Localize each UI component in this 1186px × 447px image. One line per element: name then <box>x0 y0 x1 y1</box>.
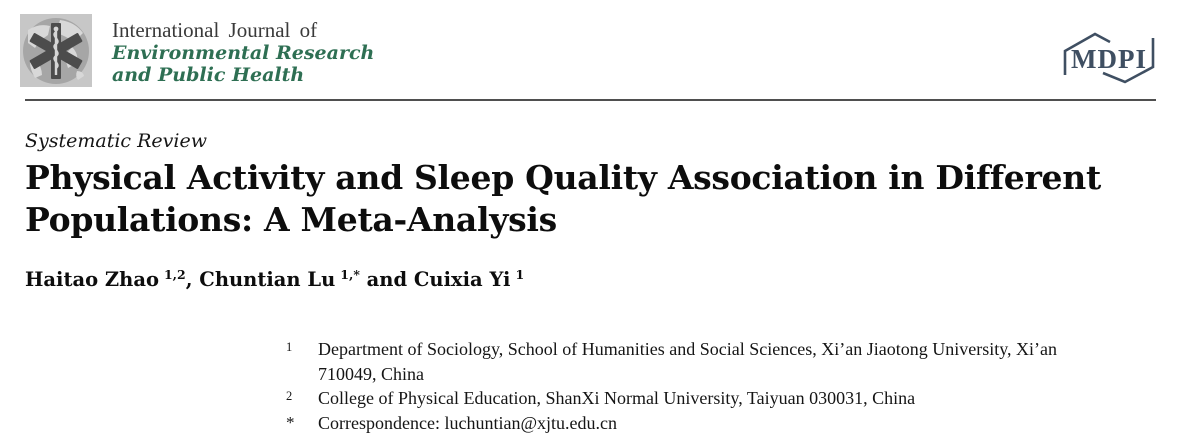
affiliation-marker: 2 <box>286 389 293 403</box>
journal-name-line-2: Environmental Research <box>112 41 375 64</box>
article-title-line-2: Populations: A Meta-Analysis <box>25 200 557 239</box>
article-type-label: Systematic Review <box>25 130 207 152</box>
author-name: , Chuntian Lu <box>185 268 336 291</box>
journal-name-line-3: and Public Health <box>112 64 305 86</box>
affiliation-text: Department of Sociology, School of Human… <box>318 339 1058 384</box>
affiliation-row: 1 Department of Sociology, School of Hum… <box>286 337 1118 386</box>
author-segment: Haitao Zhao 1,2 <box>25 268 186 291</box>
correspondence-row: * Correspondence: luchuntian@xjtu.edu.cn <box>286 411 1118 436</box>
author-segment: and Cuixia Yi 1 <box>359 266 525 291</box>
article-title: Physical Activity and Sleep Quality Asso… <box>25 157 1101 241</box>
mdpi-logo-icon: MDPI <box>1063 32 1155 84</box>
authors-line: Haitao Zhao 1,2, Chuntian Lu 1,* and Cuixi… <box>25 268 524 291</box>
journal-name-line-1: International Journal of <box>112 18 318 42</box>
author-affiliation-superscript: 1,2 <box>163 266 186 282</box>
article-title-line-1: Physical Activity and Sleep Quality Asso… <box>25 158 1101 197</box>
affiliation-text: College of Physical Education, ShanXi No… <box>318 388 916 408</box>
journal-name: International Journal of Environmental R… <box>112 19 374 87</box>
affiliation-row: 2 College of Physical Education, ShanXi … <box>286 386 1118 411</box>
author-name: and Cuixia Yi <box>359 268 511 291</box>
affiliations-block: 1 Department of Sociology, School of Hum… <box>286 337 1118 435</box>
correspondence-text: Correspondence: luchuntian@xjtu.edu.cn <box>318 412 617 433</box>
journal-logo-globe-star-of-life-icon <box>20 14 92 87</box>
mdpi-wordmark: MDPI <box>1071 44 1147 74</box>
correspondence-marker: * <box>286 412 295 432</box>
author-segment: , Chuntian Lu 1,* <box>186 268 360 291</box>
author-affiliation-superscript: 1,* <box>340 266 360 282</box>
author-affiliation-superscript: 1 <box>515 266 525 282</box>
affiliation-marker: 1 <box>286 340 293 354</box>
author-name: Haitao Zhao <box>25 268 159 291</box>
header-divider <box>25 99 1156 101</box>
